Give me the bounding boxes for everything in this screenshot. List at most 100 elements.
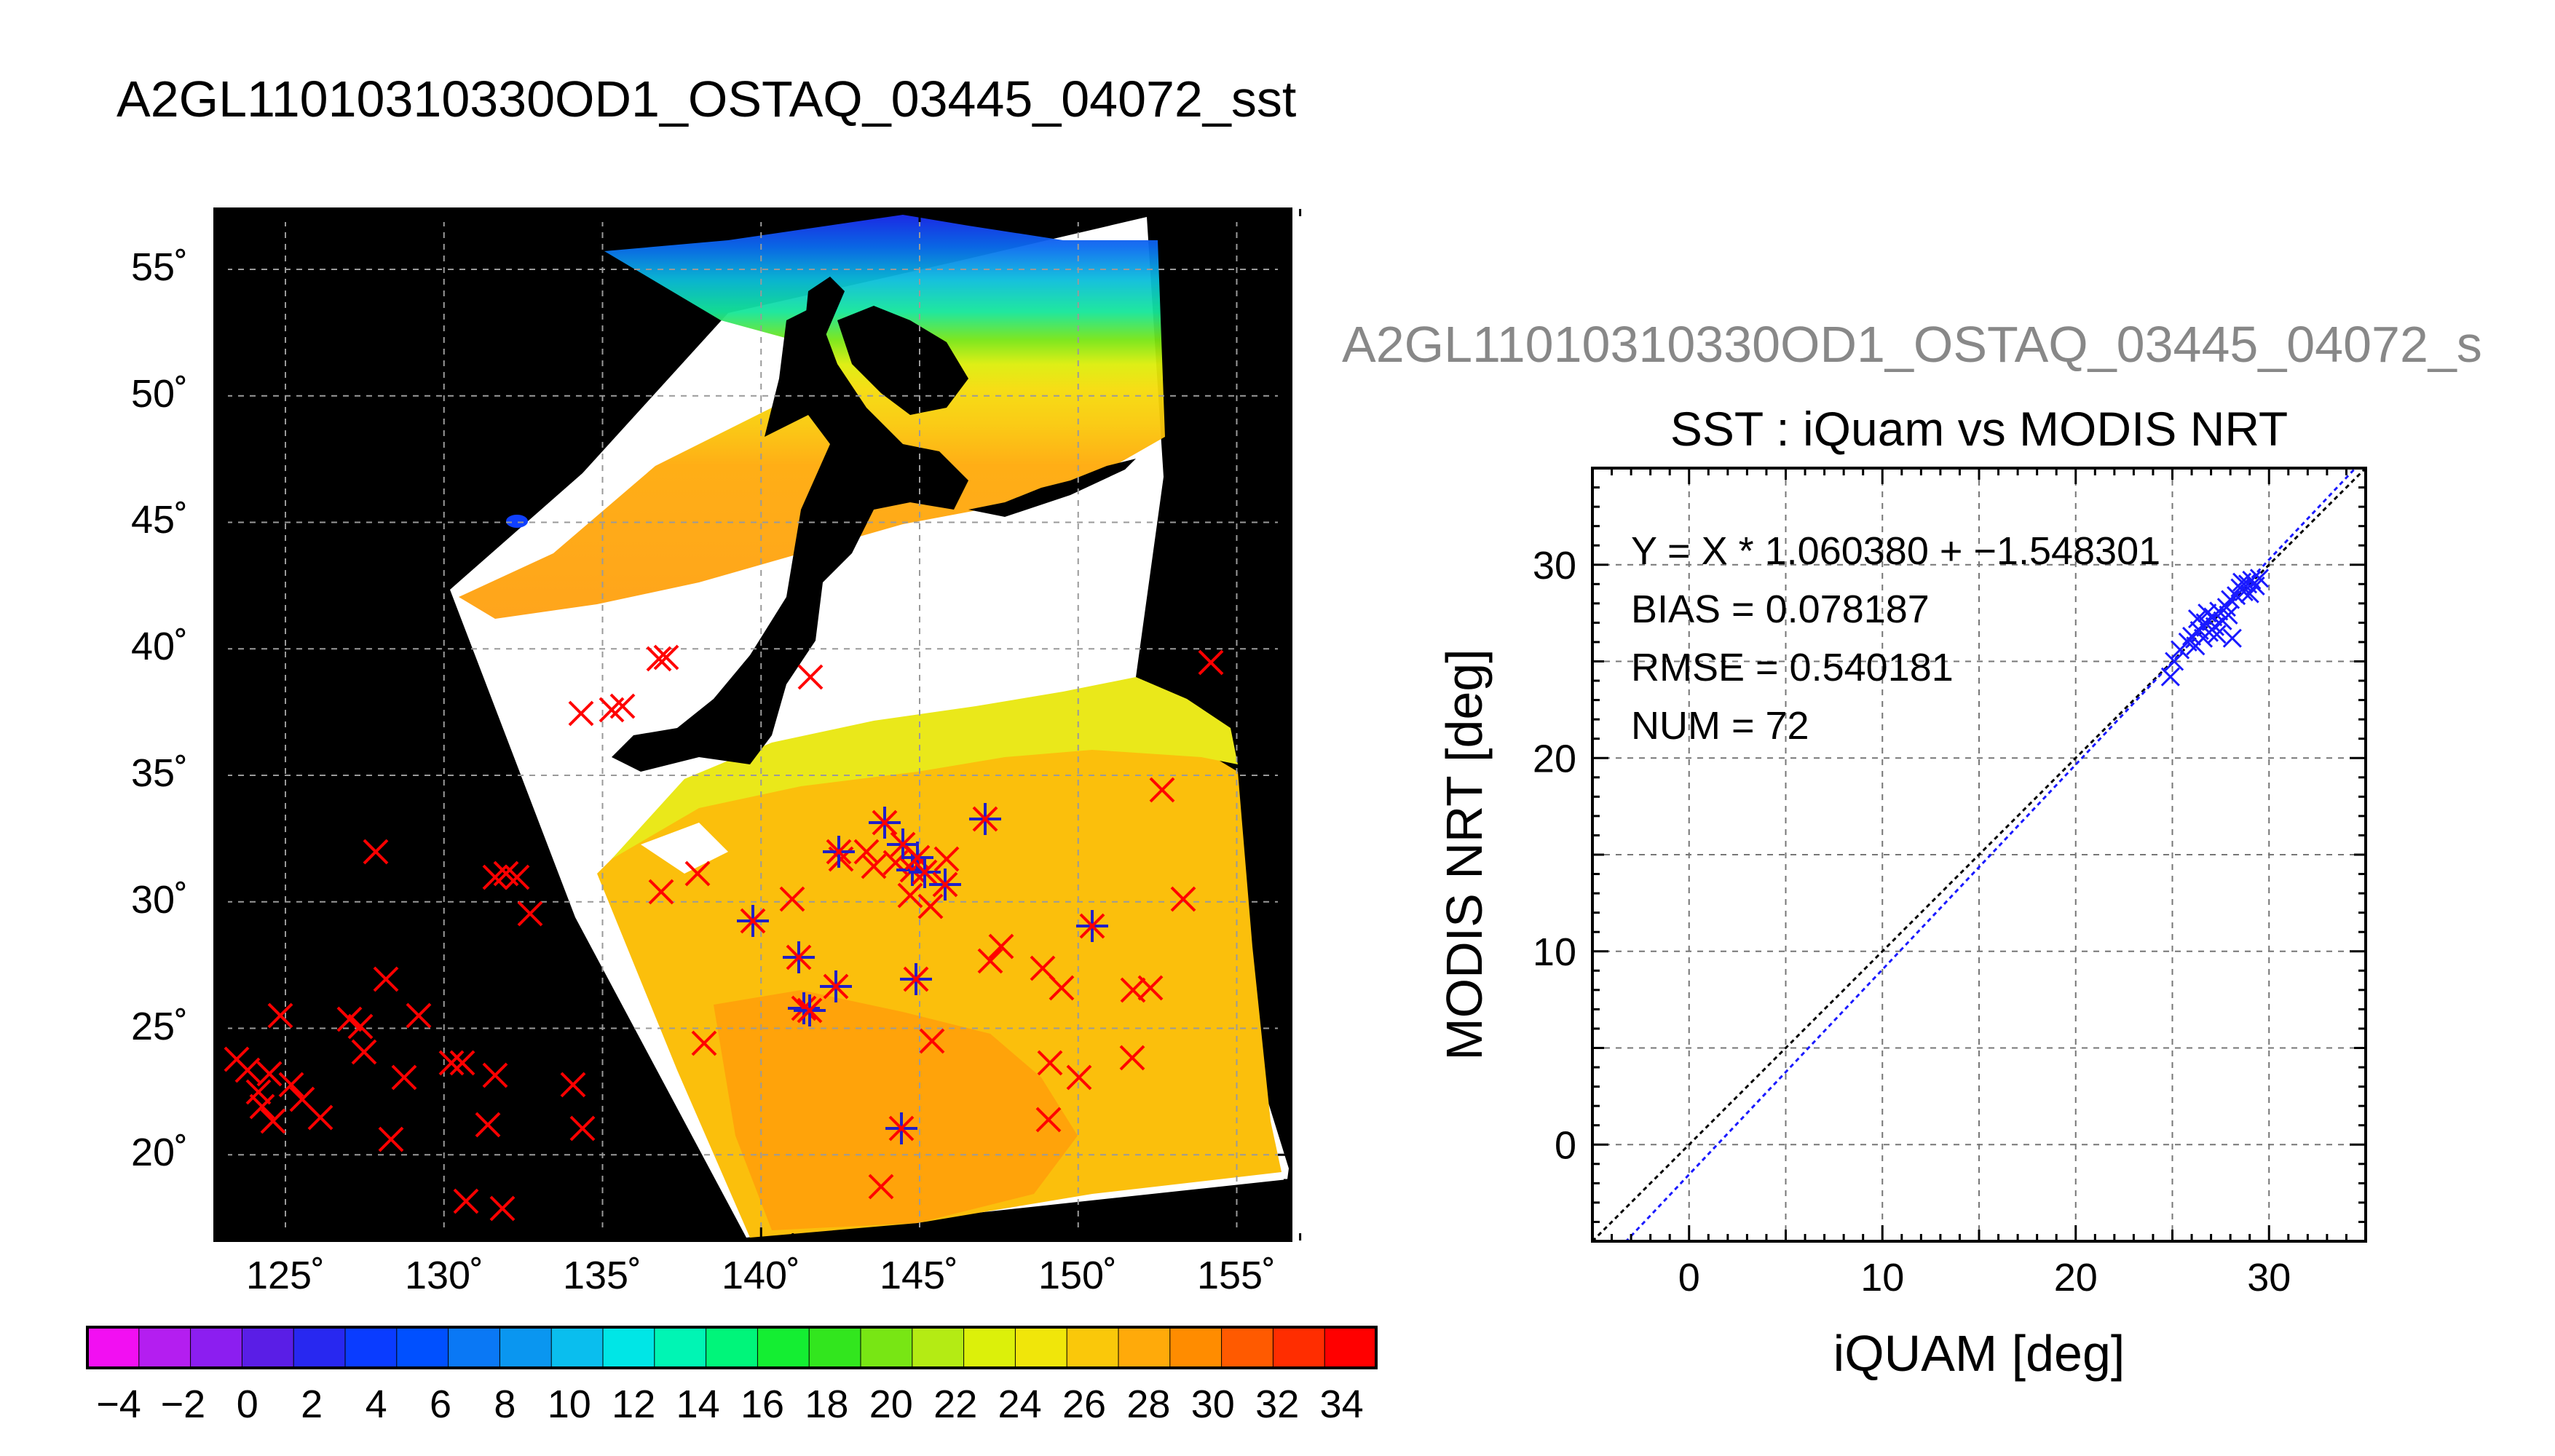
iquam-point bbox=[260, 1108, 286, 1134]
iquam-point bbox=[373, 966, 399, 992]
y-tick-label: 10 bbox=[1533, 930, 1576, 974]
iquam-point bbox=[1066, 1064, 1092, 1091]
map-ticks bbox=[215, 209, 1302, 1241]
iquam-point bbox=[977, 948, 1003, 974]
iquam-point bbox=[653, 644, 679, 670]
colorbar-cell bbox=[1324, 1326, 1377, 1369]
y-tick-label: 20 bbox=[1533, 737, 1576, 780]
iquam-point bbox=[234, 1057, 261, 1083]
iquam-point bbox=[933, 846, 960, 872]
iquam-point bbox=[363, 839, 389, 865]
colorbar-label: 26 bbox=[1062, 1382, 1106, 1426]
iquam-point bbox=[868, 1174, 894, 1200]
lat-label: 35˚ bbox=[131, 751, 188, 795]
iquam-point bbox=[691, 1030, 717, 1056]
scatter-point bbox=[2249, 569, 2270, 588]
iquam-point bbox=[797, 664, 824, 690]
matchup-point bbox=[901, 842, 933, 874]
colorbar-cell bbox=[963, 1326, 1016, 1369]
colorbar-cell bbox=[1118, 1326, 1171, 1369]
iquam-point bbox=[853, 839, 880, 865]
matchup-point bbox=[788, 992, 820, 1024]
matchup-point bbox=[909, 856, 941, 888]
scatter-point bbox=[2207, 625, 2227, 644]
lat-label: 45˚ bbox=[131, 498, 188, 542]
sst-field-mid bbox=[612, 677, 1238, 859]
colorbar-cell bbox=[1221, 1326, 1274, 1369]
lon-label: 125˚ bbox=[246, 1254, 325, 1297]
identity-line bbox=[1592, 468, 2366, 1241]
colorbar-label: 34 bbox=[1320, 1382, 1364, 1426]
scatter-plot: 0 10 20 30 0 10 20 30 Y = X * 1.060380 + −1.548… bbox=[1436, 467, 2367, 1382]
colorbar-label: 16 bbox=[741, 1382, 784, 1426]
colorbar-cell bbox=[499, 1326, 553, 1369]
iquam-point bbox=[307, 1104, 333, 1131]
iquam-point bbox=[560, 1072, 586, 1098]
colorbar-label: 10 bbox=[548, 1382, 591, 1426]
matchup-point bbox=[783, 941, 815, 973]
land-hokkaido bbox=[837, 306, 968, 415]
scatter-point bbox=[2232, 572, 2252, 592]
scatter-points bbox=[2160, 569, 2270, 687]
x-axis-label: iQUAM [deg] bbox=[1833, 1325, 2125, 1382]
colorbar-cell bbox=[1014, 1326, 1068, 1369]
kurile-islands bbox=[968, 459, 1136, 517]
colorbar-label: −4 bbox=[96, 1382, 141, 1426]
iquam-point bbox=[482, 1062, 508, 1088]
iquam-point bbox=[438, 1050, 465, 1076]
y-axis-label: MODIS NRT [deg] bbox=[1436, 649, 1493, 1060]
colorbar-label: 4 bbox=[366, 1382, 387, 1426]
iquam-point bbox=[988, 933, 1014, 960]
sst-map: 55˚ 50˚ 45˚ 40˚ 35˚ 30˚ 25˚ 20˚ 125˚ 130… bbox=[131, 207, 1302, 1297]
iquam-point bbox=[1037, 1050, 1063, 1076]
colorbar-label: 14 bbox=[676, 1382, 720, 1426]
colorbar-labels: −4 −2 0 2 4 6 8 10 12 14 16 18 20 22 24 26 28 30 32 34 bbox=[96, 1382, 1363, 1426]
small-island bbox=[506, 515, 528, 528]
y-tick-label: 30 bbox=[1533, 544, 1576, 587]
colorbar-label: 20 bbox=[869, 1382, 913, 1426]
colorbar-cell bbox=[654, 1326, 707, 1369]
colorbar-cell bbox=[706, 1326, 759, 1369]
iquam-point bbox=[489, 1195, 516, 1222]
iquam-point bbox=[568, 700, 594, 727]
scatter-point bbox=[2222, 628, 2242, 648]
colorbar-cell bbox=[1169, 1326, 1223, 1369]
iquam-point bbox=[351, 1039, 377, 1065]
lon-label: 140˚ bbox=[722, 1254, 800, 1297]
matchup-point bbox=[885, 1112, 917, 1144]
matchup-point bbox=[1076, 910, 1108, 942]
iquam-point bbox=[278, 1072, 304, 1098]
colorbar-label: 8 bbox=[494, 1382, 516, 1426]
colorbar-cell bbox=[87, 1326, 140, 1369]
lon-label: 155˚ bbox=[1197, 1254, 1276, 1297]
main-title: A2GL11010310330OD1_OSTAQ_03445_04072_sst bbox=[117, 71, 1296, 127]
colorbar-label: 32 bbox=[1255, 1382, 1299, 1426]
colorbar-frame bbox=[86, 1326, 1378, 1369]
y-tick-label: 0 bbox=[1555, 1123, 1576, 1167]
scatter-grid bbox=[1592, 468, 2366, 1241]
iquam-point bbox=[391, 1064, 417, 1091]
colorbar-cell bbox=[808, 1326, 861, 1369]
iquam-point bbox=[1170, 886, 1196, 912]
scatter-point bbox=[2221, 590, 2240, 609]
iquam-point bbox=[569, 1115, 596, 1142]
colorbar-cell bbox=[138, 1326, 191, 1369]
colorbar-cell bbox=[602, 1326, 655, 1369]
land-sakhalin bbox=[801, 277, 845, 364]
cloud-patch bbox=[859, 633, 1034, 684]
lat-label: 20˚ bbox=[131, 1131, 188, 1174]
iquam-point bbox=[1198, 649, 1224, 676]
iquam-point bbox=[779, 886, 805, 912]
colorbar-cells bbox=[87, 1326, 1377, 1369]
iquam-point bbox=[256, 1061, 283, 1087]
colorbar-label: 6 bbox=[430, 1382, 451, 1426]
colorbar-cell bbox=[1066, 1326, 1119, 1369]
map-grid bbox=[215, 209, 1291, 1241]
bias-value: BIAS = 0.078187 bbox=[1631, 587, 1930, 631]
colorbar: −4 −2 0 2 4 6 8 10 12 14 16 18 20 22 24 26 28 30 32 34 bbox=[86, 1326, 1378, 1426]
iquam-point bbox=[1049, 975, 1075, 1001]
matchup-point bbox=[737, 905, 769, 937]
scatter-point bbox=[2165, 652, 2184, 671]
lat-label: 55˚ bbox=[131, 245, 188, 289]
colorbar-cell bbox=[190, 1326, 243, 1369]
